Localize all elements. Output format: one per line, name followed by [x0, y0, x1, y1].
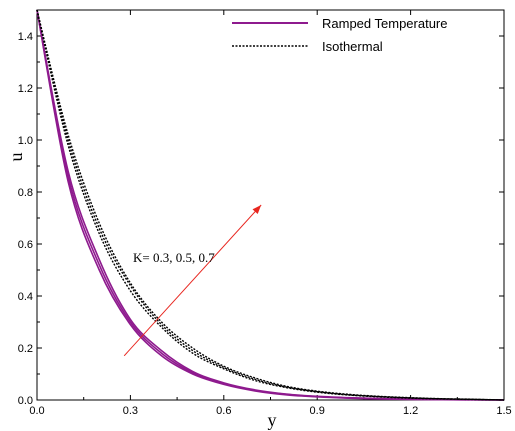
legend-label-ramped: Ramped Temperature	[322, 16, 448, 31]
axis-ticks: 0.0 0.3 0.6 0.9 1.2 1.5 0.0 0.2 0.4 0.6 0.8 1.0 1.2 1…	[18, 10, 512, 417]
y-tick-label: 0.6	[18, 239, 33, 251]
series-line-iso-4	[36, 9, 505, 401]
x-tick-label: 1.5	[496, 405, 511, 417]
y-axis-title: u	[6, 153, 26, 162]
legend: Ramped Temperature Isothermal	[232, 16, 448, 54]
series-line-iso-3	[36, 9, 505, 401]
x-tick-label: 0.3	[123, 405, 138, 417]
x-axis-title: y	[268, 410, 277, 430]
parameter-annotation: K= 0.3, 0.5, 0.7	[133, 250, 215, 265]
series-line-iso-5	[36, 9, 505, 401]
y-tick-label: 0.2	[18, 343, 33, 355]
legend-label-isothermal: Isothermal	[322, 39, 383, 54]
y-tick-label: 1.0	[18, 135, 33, 147]
y-tick-label: 0.4	[18, 291, 33, 303]
y-tick-label: 1.2	[18, 83, 33, 95]
k-increase-arrow-head	[252, 205, 262, 215]
x-tick-label: 0.6	[216, 405, 231, 417]
x-tick-label: 0.0	[29, 405, 44, 417]
series-layer	[36, 9, 505, 401]
y-tick-label: 0.0	[18, 395, 33, 407]
k-increase-arrow-shaft	[123, 204, 262, 357]
series-line-ramped-2	[36, 9, 505, 401]
x-tick-label: 0.9	[310, 405, 325, 417]
x-tick-label: 1.2	[403, 405, 418, 417]
y-tick-label: 1.4	[18, 31, 33, 43]
arrow-layer	[123, 204, 262, 357]
y-tick-label: 0.8	[18, 187, 33, 199]
plot-frame	[36, 9, 505, 401]
